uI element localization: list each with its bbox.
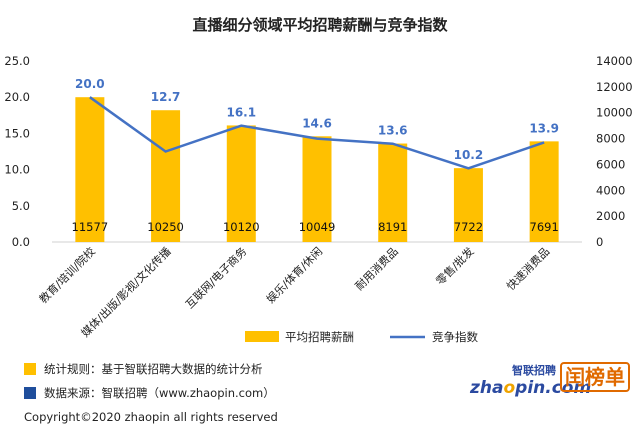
bar — [151, 110, 181, 243]
x-tick-label: 耐用消费品 — [352, 244, 401, 293]
line-data-label: 11577 — [72, 220, 109, 234]
line-data-label: 10250 — [147, 220, 184, 234]
y-left-tick-label: 15.0 — [4, 126, 30, 140]
y-left-tick-label: 25.0 — [4, 54, 30, 68]
brand-logo: zhaopin.com — [470, 378, 591, 398]
x-tick-label: 教育/培训/院校 — [36, 244, 98, 306]
line-data-label: 10120 — [223, 220, 260, 234]
bar-data-label: 10.2 — [454, 148, 484, 162]
y-right-tick-label: 14000 — [596, 54, 633, 68]
line-series — [89, 96, 545, 170]
bar — [529, 141, 559, 242]
chart-title: 直播细分领域平均招聘薪酬与竞争指数 — [192, 16, 448, 34]
bar-data-label: 16.1 — [226, 105, 256, 119]
brand-logo-cn: 智联招聘 — [512, 364, 556, 377]
y-left-tick-label: 0.0 — [12, 235, 30, 249]
y-left-tick-label: 5.0 — [12, 199, 30, 213]
note-rule-swatch — [24, 363, 36, 375]
bar — [453, 168, 483, 242]
note-rule-text: 统计规则：基于智联招聘大数据的统计分析 — [44, 362, 263, 376]
legend-label-bar: 平均招聘薪酬 — [285, 330, 354, 344]
y-right-tick-label: 4000 — [596, 183, 625, 197]
line-data-label: 7691 — [530, 220, 559, 234]
copyright: Copyright©2020 zhaopin all rights reserv… — [24, 410, 278, 424]
x-tick-label: 快速消费品 — [503, 244, 552, 293]
x-tick-label: 零售/批发 — [433, 244, 477, 288]
brand-logo-part-c: pin.com — [515, 378, 592, 398]
bar — [226, 125, 256, 242]
brand-logo-part-b: o — [503, 378, 516, 398]
y-right-tick-label: 10000 — [596, 106, 633, 120]
note-source: 数据来源：智联招聘（www.zhaopin.com） — [24, 385, 275, 401]
y-left-tick-label: 10.0 — [4, 163, 30, 177]
line-data-label: 10049 — [299, 220, 336, 234]
note-source-text: 数据来源：智联招聘（www.zhaopin.com） — [44, 386, 275, 400]
y-right-tick-label: 12000 — [596, 80, 633, 94]
line-data-label: 8191 — [378, 220, 407, 234]
y-right-tick-label: 0 — [596, 235, 603, 249]
line-data-label: 7722 — [454, 220, 483, 234]
y-right-tick-label: 6000 — [596, 157, 625, 171]
bar — [75, 97, 105, 242]
x-tick-label: 互联网/电子商务 — [182, 244, 249, 311]
bar-data-label: 12.7 — [151, 90, 181, 104]
legend-label-line: 竞争指数 — [432, 330, 478, 344]
y-right-tick-label: 8000 — [596, 132, 625, 146]
brand-logo-part-a: zha — [470, 378, 504, 398]
bar-data-label: 14.6 — [302, 116, 332, 130]
rank-logo: 闰榜单 — [560, 362, 630, 392]
note-rule: 统计规则：基于智联招聘大数据的统计分析 — [24, 361, 263, 377]
x-tick-label: 娱乐/体育/休闲 — [263, 244, 325, 306]
chart: 0.0 5.0 10.0 15.0 20.0 25.0 0 2000 4000 6000 8000 1… — [4, 54, 633, 344]
y-right-tick-label: 2000 — [596, 209, 625, 223]
legend-swatch-bar — [245, 331, 279, 342]
y-left-tick-label: 20.0 — [4, 90, 30, 104]
note-source-swatch — [24, 387, 36, 399]
bar-data-label: 20.0 — [75, 77, 105, 91]
bar — [378, 143, 408, 242]
bar — [302, 136, 332, 242]
bar-data-label: 13.6 — [378, 124, 408, 138]
bar-data-label: 13.9 — [529, 121, 559, 135]
